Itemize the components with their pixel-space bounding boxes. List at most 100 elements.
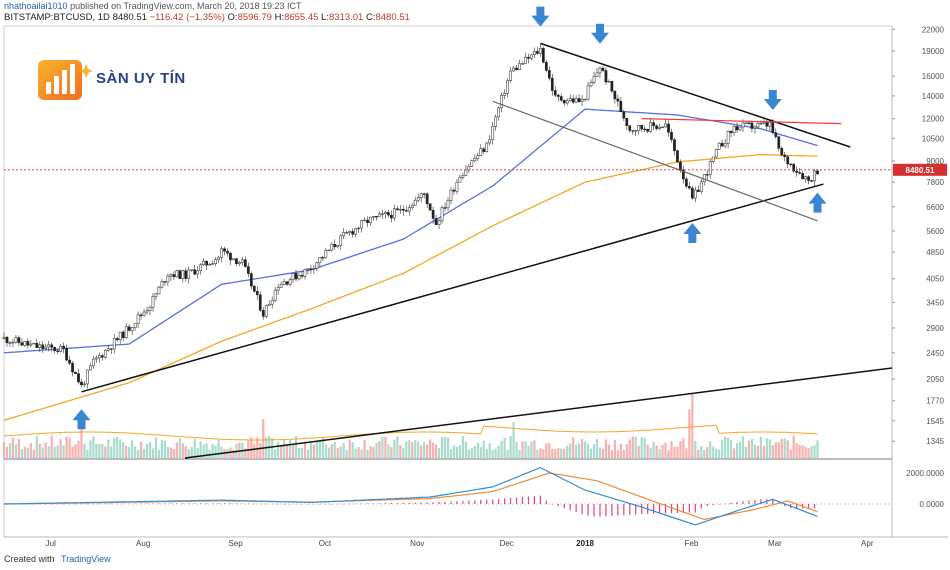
time-tick-label: Aug bbox=[136, 539, 150, 548]
volume-bar bbox=[598, 447, 602, 458]
candle-body bbox=[279, 284, 283, 288]
candle-body bbox=[738, 126, 742, 131]
volume-bar bbox=[622, 449, 625, 458]
volume-bar bbox=[536, 450, 539, 458]
time-tick-label: 2018 bbox=[576, 539, 594, 548]
volume-bar bbox=[53, 446, 56, 458]
tradingview-brand[interactable]: TradingView bbox=[61, 554, 111, 564]
volume-bar bbox=[217, 439, 220, 458]
volume-bar bbox=[807, 448, 810, 458]
arrow-up-icon bbox=[72, 409, 91, 430]
price-tick-label: 1345 bbox=[926, 437, 944, 446]
author-link[interactable]: nhathoailai1010 bbox=[4, 1, 68, 11]
price-tick-label: 10500 bbox=[922, 134, 945, 143]
macd-histogram-bar bbox=[617, 504, 619, 516]
volume-bar bbox=[771, 445, 774, 458]
high-value: 8655.45 bbox=[284, 12, 319, 23]
candle-body bbox=[458, 176, 462, 183]
volume-bar bbox=[443, 436, 447, 458]
candle-body bbox=[26, 341, 30, 346]
candle-body bbox=[488, 139, 492, 144]
candle-body bbox=[589, 82, 593, 87]
volume-bar bbox=[339, 446, 342, 458]
volume-bar bbox=[476, 442, 479, 458]
macd-histogram-bar bbox=[360, 503, 363, 505]
candle-body bbox=[595, 72, 599, 77]
candle-body bbox=[676, 150, 679, 163]
candle-body bbox=[193, 269, 197, 275]
volume-bar bbox=[485, 448, 488, 458]
candle-body bbox=[673, 139, 676, 151]
volume-bar bbox=[139, 441, 143, 458]
candle-body bbox=[613, 90, 617, 100]
volume-bar bbox=[271, 438, 274, 458]
volume-bar bbox=[497, 445, 500, 458]
volume-bar bbox=[104, 446, 107, 458]
volume-bar bbox=[628, 439, 631, 458]
macd-histogram-bar bbox=[110, 503, 112, 505]
candle-body bbox=[261, 310, 265, 317]
volume-bar bbox=[664, 442, 667, 458]
macd-histogram-bar bbox=[796, 504, 798, 509]
candle-body bbox=[455, 181, 459, 192]
arrow-up-icon bbox=[808, 192, 827, 213]
candle-body bbox=[318, 257, 322, 263]
volume-bar bbox=[116, 436, 119, 458]
candle-body bbox=[327, 249, 331, 252]
candle-body bbox=[574, 98, 578, 103]
candle-body bbox=[580, 99, 584, 102]
candle-body bbox=[437, 220, 441, 225]
volume-bar bbox=[759, 436, 762, 458]
candle-body bbox=[497, 107, 501, 118]
macd-histogram-bar bbox=[456, 501, 458, 504]
macd-histogram-bar bbox=[182, 503, 184, 504]
candle-body bbox=[255, 291, 259, 296]
macd-tick-label: 2000.0000 bbox=[906, 469, 944, 478]
price-tick-label: 9000 bbox=[926, 157, 944, 166]
volume-bar bbox=[494, 448, 497, 458]
candle-body bbox=[464, 169, 468, 176]
macd-histogram-bar bbox=[188, 503, 190, 504]
candle-body bbox=[494, 116, 498, 127]
volume-bar bbox=[151, 448, 155, 458]
macd-histogram-bar bbox=[736, 501, 738, 504]
volume-bar bbox=[482, 440, 485, 458]
volume-bar bbox=[506, 450, 509, 458]
candle-body bbox=[789, 163, 793, 165]
volume-bar bbox=[470, 447, 473, 458]
volume-bar bbox=[384, 436, 387, 458]
macd-histogram-bar bbox=[319, 504, 321, 505]
candle-body bbox=[410, 205, 414, 208]
macd-histogram-bar bbox=[784, 504, 786, 507]
volume-bar bbox=[408, 440, 411, 458]
macd-histogram-bar bbox=[432, 502, 434, 504]
candle-body bbox=[592, 76, 596, 83]
candle-body bbox=[354, 228, 357, 235]
macd-histogram-bar bbox=[289, 504, 291, 505]
time-tick-label: Dec bbox=[500, 539, 514, 548]
volume-bar bbox=[777, 442, 780, 458]
moving-average-ma-orange bbox=[3, 153, 818, 421]
macd-histogram-bar bbox=[563, 504, 565, 509]
candle-body bbox=[640, 125, 644, 130]
volume-bar bbox=[578, 443, 581, 458]
volume-bar bbox=[575, 445, 578, 458]
candle-body bbox=[720, 142, 724, 147]
candle-body bbox=[306, 268, 310, 270]
candle-body bbox=[804, 176, 807, 180]
candle-body bbox=[8, 342, 12, 344]
candle-body bbox=[190, 269, 194, 271]
volume-bar bbox=[676, 446, 679, 458]
macd-histogram-bar bbox=[402, 502, 404, 504]
candle-body bbox=[160, 281, 164, 288]
candle-body bbox=[533, 51, 536, 55]
candle-body bbox=[172, 274, 176, 278]
candle-body bbox=[92, 358, 95, 367]
volume-bar bbox=[473, 445, 476, 458]
candle-body bbox=[577, 98, 581, 102]
price-change: −116.42 (−1.35%) bbox=[149, 12, 225, 23]
macd-histogram-bar bbox=[712, 504, 714, 506]
volume-bar bbox=[461, 436, 464, 458]
volume-bar bbox=[679, 441, 682, 458]
